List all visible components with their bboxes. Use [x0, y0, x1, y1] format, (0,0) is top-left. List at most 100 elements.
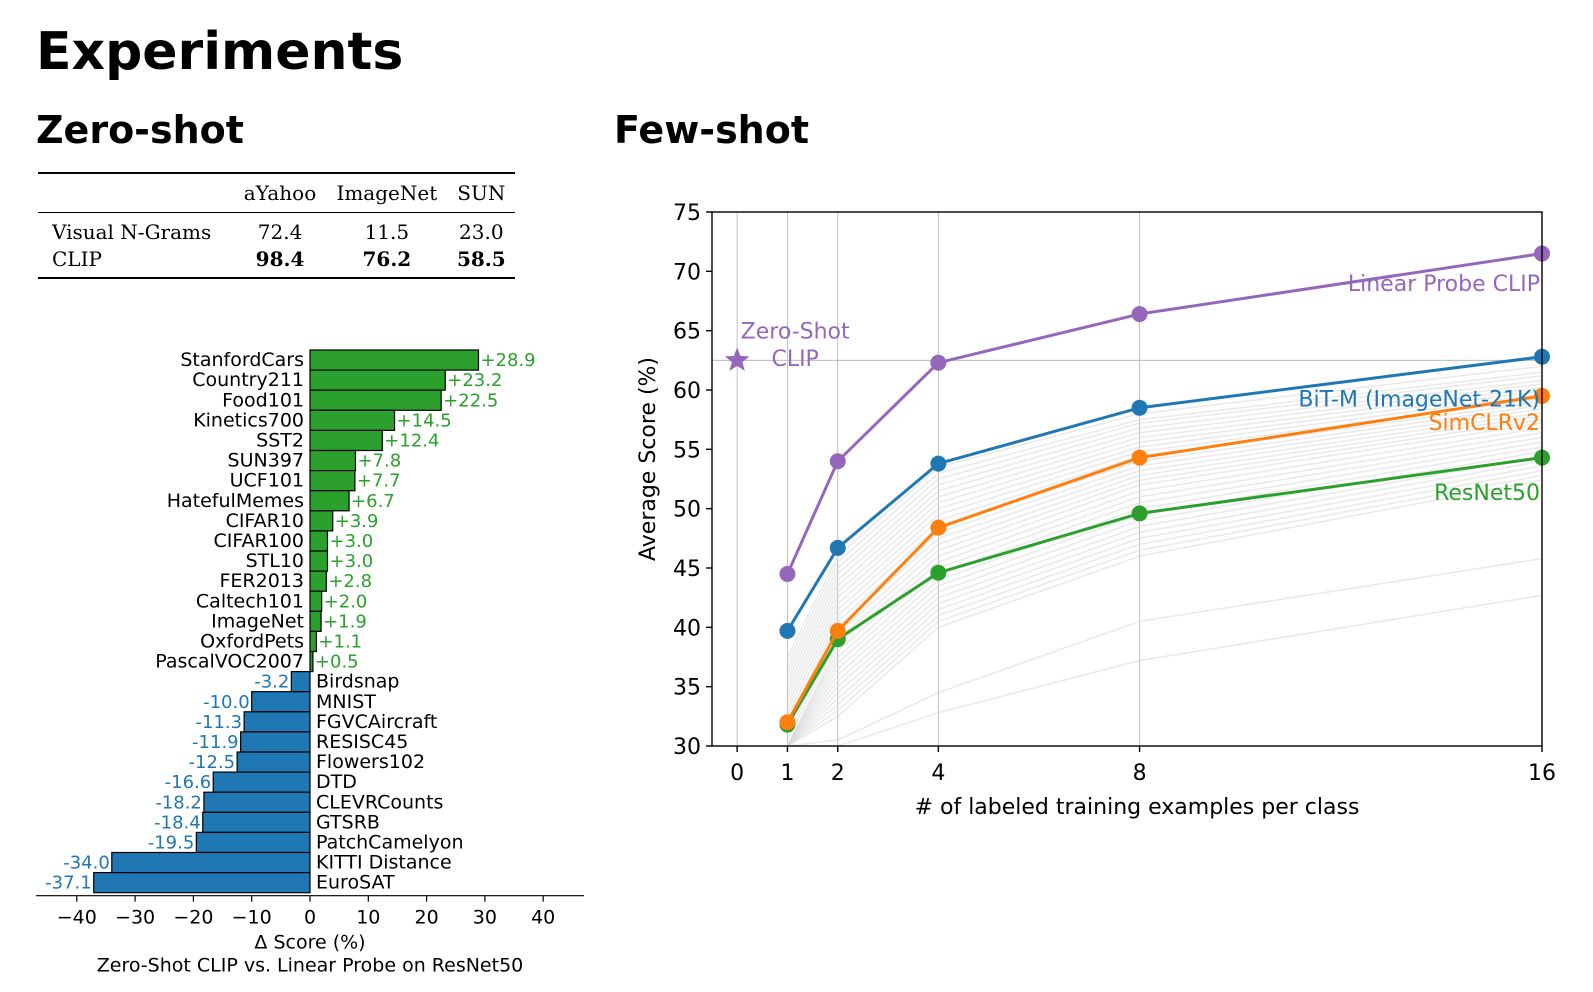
data-point [1131, 306, 1148, 323]
zero-shot-table: aYahoo ImageNet SUN Visual N-Grams 72.4 … [38, 172, 515, 279]
x-tick-label: 16 [1528, 761, 1556, 786]
data-label: +3.9 [335, 511, 379, 532]
data-point [779, 622, 796, 639]
series-line [786, 456, 1543, 726]
bar [309, 650, 314, 673]
data-label: +6.7 [351, 491, 395, 512]
series-label: Linear Probe CLIP [1348, 272, 1540, 297]
category-label: RESISC45 [316, 731, 408, 753]
y-tick-label: 35 [673, 676, 701, 701]
bar [309, 550, 329, 572]
x-tick-label: 0 [730, 761, 744, 786]
bar [309, 389, 442, 411]
table-cell: 23.0 [459, 220, 504, 244]
data-point [829, 622, 846, 639]
zero-shot-heading: Zero-shot [36, 108, 244, 152]
table-header-row: aYahoo ImageNet SUN [38, 172, 515, 213]
table-cell: 58.5 [447, 245, 515, 279]
category-label: Flowers102 [316, 751, 425, 773]
table-row: Visual N-Grams 72.4 11.5 23.0 [38, 213, 515, 246]
bar [309, 530, 329, 552]
bar [240, 731, 311, 753]
data-label: -12.5 [189, 752, 236, 773]
bar [309, 470, 356, 492]
x-axis-label: # of labeled training examples per class [915, 795, 1360, 820]
data-label: -16.6 [165, 772, 212, 793]
data-label: -18.2 [155, 792, 202, 813]
category-label: DTD [316, 771, 357, 793]
category-label: OxfordPets [200, 630, 304, 652]
data-point [930, 564, 947, 581]
bar [290, 671, 311, 693]
category-label: UCF101 [230, 470, 304, 492]
background-line [786, 415, 1542, 735]
background-line [786, 436, 1542, 746]
bar [309, 610, 322, 632]
x-tick-label: 10 [356, 907, 380, 929]
category-label: SST2 [256, 429, 304, 451]
table-header-cell: SUN [447, 172, 515, 213]
background-line [786, 460, 1542, 746]
bar [309, 429, 383, 452]
x-tick-label: 0 [304, 907, 316, 929]
bar [243, 711, 311, 733]
table-cell: 72.4 [257, 220, 303, 244]
bar [212, 771, 311, 793]
y-tick-label: 40 [673, 616, 701, 641]
y-tick-label: 50 [673, 498, 701, 523]
y-axis-label: Average Score (%) [636, 357, 661, 561]
data-label: -11.3 [196, 712, 243, 733]
background-line [787, 594, 1542, 746]
background-line [786, 474, 1542, 746]
x-tick-label: 20 [415, 907, 439, 929]
data-label: +2.8 [328, 571, 372, 592]
category-label: CIFAR100 [213, 530, 304, 552]
x-tick-label: 30 [473, 907, 497, 929]
y-tick-label: 70 [673, 260, 701, 285]
bar [203, 791, 311, 813]
data-label: +2.0 [324, 591, 368, 612]
table-row-label: CLIP [38, 245, 234, 279]
bar [202, 811, 311, 833]
category-label: MNIST [316, 691, 376, 713]
data-label: +7.8 [357, 451, 401, 472]
category-label: CLEVRCounts [316, 791, 443, 813]
data-label: -34.0 [63, 853, 110, 874]
table-cell: 76.2 [326, 245, 448, 279]
data-point [1131, 399, 1148, 416]
x-tick-label: 1 [780, 761, 794, 786]
data-point [1131, 449, 1148, 466]
category-label: SUN397 [228, 450, 304, 472]
bar [309, 590, 323, 612]
y-tick-label: 55 [673, 438, 701, 463]
x-tick-label: 40 [531, 907, 555, 929]
delta-score-bar-chart: StanfordCars +28.9 Country211 +23.2 Food101 +… [36, 349, 584, 977]
bar [309, 349, 480, 371]
category-label: PatchCamelyon [316, 831, 463, 853]
background-line [786, 455, 1542, 746]
background-line [787, 479, 1542, 746]
category-label: FER2013 [220, 570, 305, 592]
bar [309, 510, 334, 532]
bar [195, 831, 311, 854]
category-label: Country211 [192, 369, 304, 391]
x-tick-label: 4 [931, 761, 945, 786]
series-label: BiT-M (ImageNet-21K) [1298, 387, 1540, 412]
data-label: +14.5 [397, 410, 452, 431]
background-line [786, 427, 1542, 746]
zero-shot-label: CLIP [771, 347, 818, 372]
category-label: ImageNet [211, 610, 304, 632]
series-label: ResNet50 [1434, 481, 1540, 506]
background-line [786, 393, 1542, 699]
data-point [930, 455, 947, 472]
background-line [786, 371, 1542, 664]
data-point [1131, 505, 1148, 522]
bar [309, 409, 396, 432]
x-tick-label: −10 [232, 907, 272, 929]
data-label: +22.5 [443, 390, 498, 411]
category-label: Caltech101 [196, 590, 304, 612]
category-label: PascalVOC2007 [155, 651, 304, 673]
background-line [786, 469, 1542, 746]
table-cell: 11.5 [364, 220, 410, 244]
data-label: +23.2 [447, 370, 502, 391]
